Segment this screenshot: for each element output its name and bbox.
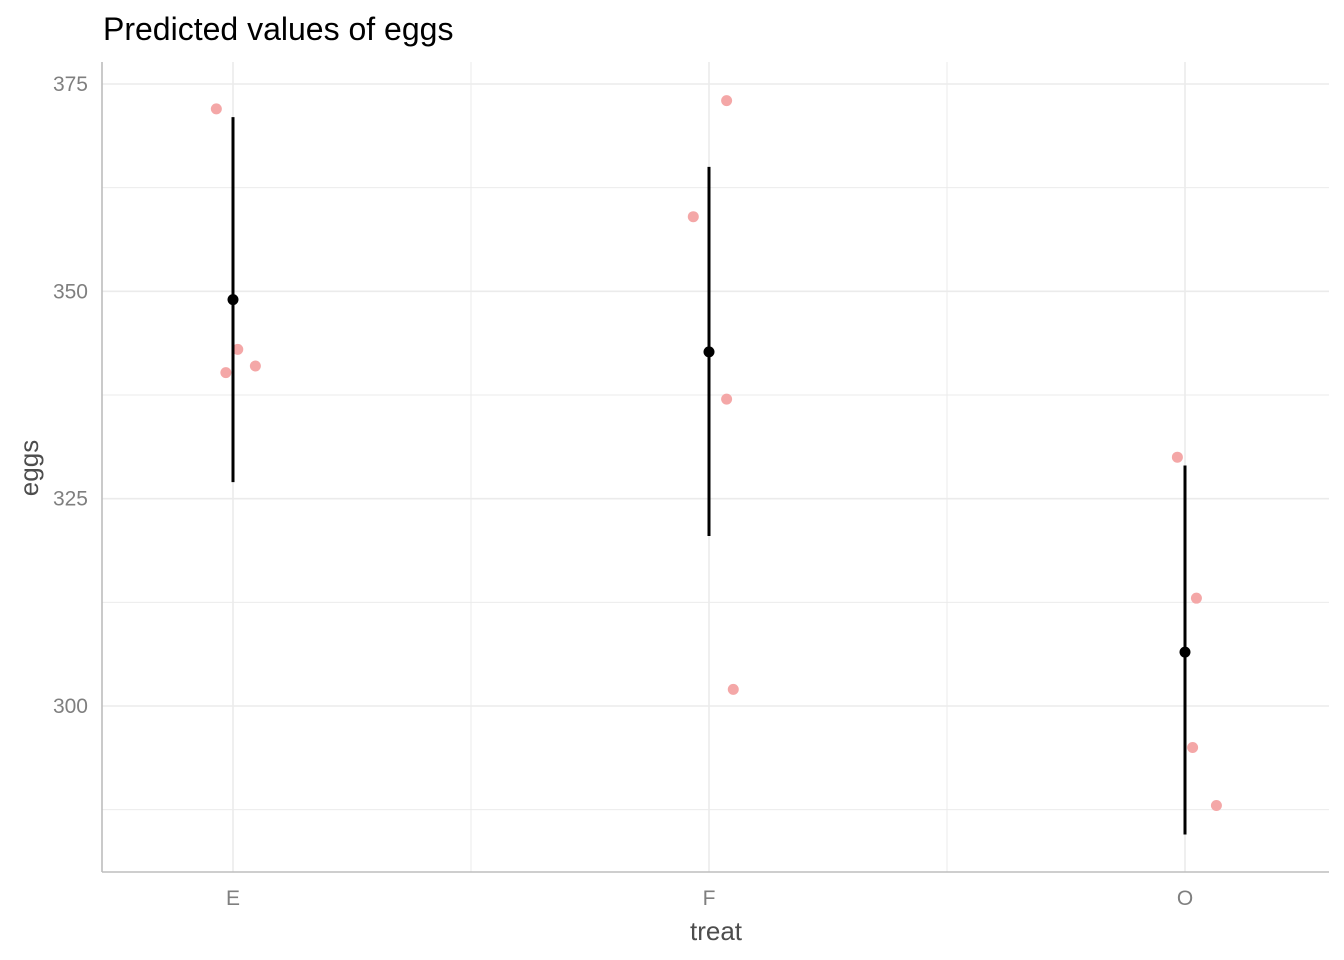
- x-axis-label: treat: [690, 916, 743, 946]
- x-tick-label: O: [1177, 887, 1193, 910]
- chart-title: Predicted values of eggs: [103, 11, 453, 47]
- observed-point: [232, 343, 244, 355]
- axis-lines: [101, 62, 1329, 873]
- observed-point: [220, 367, 232, 379]
- observed-point: [721, 95, 733, 107]
- observed-point: [249, 360, 261, 372]
- major-gridlines: [102, 62, 1329, 872]
- y-tick-label: 325: [53, 488, 88, 511]
- y-tick-label: 375: [53, 73, 88, 96]
- x-tick-label: E: [226, 887, 240, 910]
- observed-point: [727, 683, 739, 695]
- y-tick-label: 350: [53, 280, 88, 303]
- observed-point: [210, 103, 222, 115]
- observed-point: [1210, 800, 1222, 812]
- x-tick-label: F: [703, 887, 716, 910]
- observed-point: [687, 211, 699, 223]
- y-axis-label: eggs: [14, 440, 44, 496]
- observed-point: [721, 393, 733, 405]
- y-tick-label: 300: [53, 695, 88, 718]
- predicted-point: [227, 294, 239, 306]
- minor-gridlines: [102, 62, 1329, 872]
- observed-point: [1190, 592, 1202, 604]
- predicted-point: [1179, 646, 1191, 658]
- observed-points: [210, 95, 1222, 812]
- observed-point: [1171, 451, 1183, 463]
- predicted-point: [703, 346, 715, 358]
- predicted-points: [227, 294, 1191, 658]
- observed-point: [1187, 741, 1199, 753]
- y-tick-labels: 300 325 350 375: [53, 73, 88, 718]
